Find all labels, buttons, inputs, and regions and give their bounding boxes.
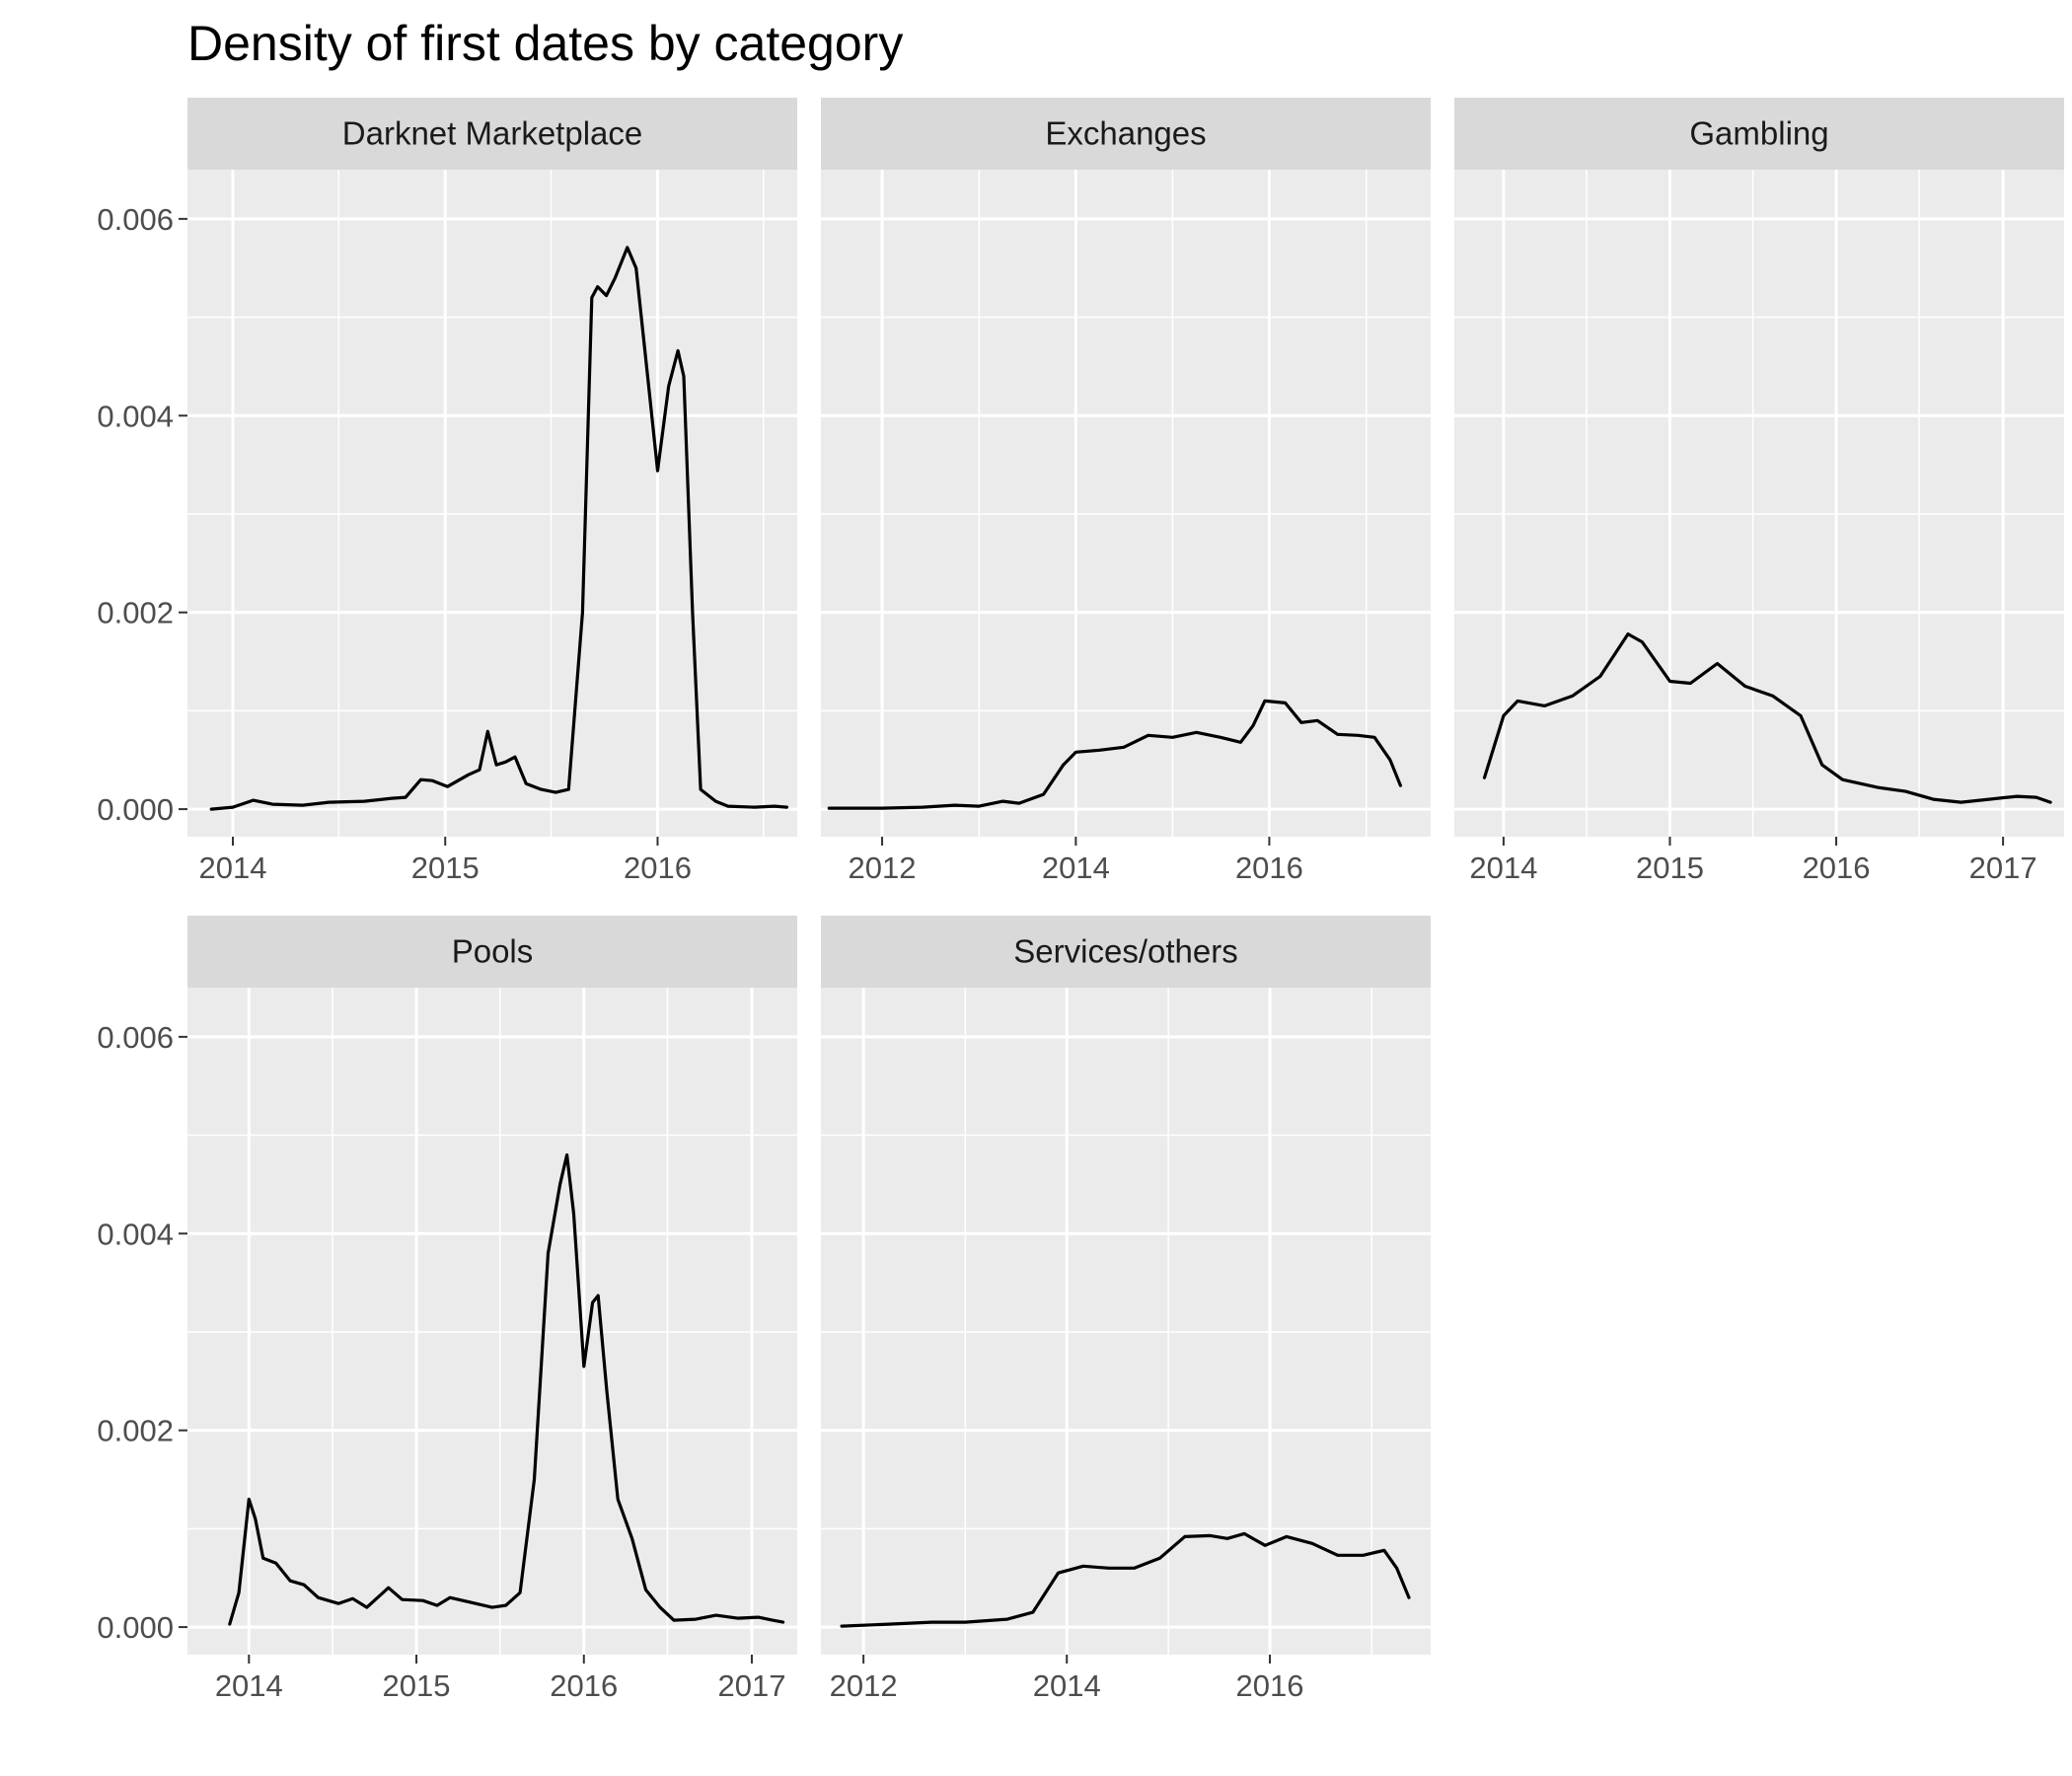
strip-background: [821, 98, 1431, 170]
strip-label: Services/others: [1013, 933, 1237, 970]
density-line-pools: [228, 1152, 785, 1626]
strip-background: [1454, 98, 2064, 170]
chart-title: Density of first dates by category: [187, 16, 903, 71]
panel-pools: Pools 2014 2015 2016 2017 0.000 0.002 0.004 0.00…: [97, 916, 797, 1703]
panel-exchanges: Exchanges 2012 2014 2016: [821, 98, 1431, 885]
x-tick-label: 2014: [1469, 851, 1537, 885]
density-line-exchanges: [827, 699, 1402, 810]
x-tick-label: 2015: [383, 1668, 451, 1703]
panel-background: [187, 170, 797, 837]
x-tick-label: 2016: [550, 1668, 618, 1703]
x-tick-label: 2016: [1236, 1668, 1304, 1703]
y-tick-label: 0.006: [97, 1020, 174, 1055]
x-tick-label: 2014: [1042, 851, 1110, 885]
panel-background: [187, 988, 797, 1655]
x-tick-label: 2016: [624, 851, 692, 885]
x-tick-label: 2016: [1235, 851, 1303, 885]
y-tick-label: 0.000: [97, 1610, 174, 1645]
strip-background: [187, 98, 797, 170]
strip-label: Pools: [452, 933, 534, 970]
x-tick-label: 2014: [1033, 1668, 1101, 1703]
y-tick-label: 0.004: [97, 399, 174, 433]
density-line-gambling: [1482, 632, 2052, 804]
x-tick-label: 2014: [199, 851, 267, 885]
panel-services-others: Services/others 2012 2014 2016: [821, 916, 1431, 1703]
density-line-services-others: [840, 1531, 1411, 1628]
x-tick-label: 2016: [1803, 851, 1871, 885]
strip-label: Gambling: [1689, 115, 1828, 152]
x-tick-label: 2017: [1969, 851, 2037, 885]
x-tick-label: 2012: [830, 1668, 898, 1703]
x-tick-label: 2012: [849, 851, 917, 885]
panel-background: [1454, 170, 2064, 837]
panel-gambling: Gambling 2014 2015 2016 2017: [1454, 98, 2064, 885]
strip-background: [187, 916, 797, 988]
x-tick-label: 2015: [1636, 851, 1704, 885]
density-line-darknet-marketplace: [209, 246, 788, 811]
y-tick-label: 0.002: [97, 596, 174, 630]
x-tick-label: 2014: [215, 1668, 283, 1703]
y-tick-label: 0.000: [97, 792, 174, 827]
x-tick-label: 2015: [411, 851, 480, 885]
panel-background: [821, 170, 1431, 837]
y-tick-label: 0.006: [97, 202, 174, 237]
x-tick-label: 2017: [717, 1668, 785, 1703]
strip-label: Darknet Marketplace: [342, 115, 642, 152]
strip-background: [821, 916, 1431, 988]
panel-background: [821, 988, 1431, 1655]
panel-darknet-marketplace: Darknet Marketplace 2014 2015 2016 0.000 0.00…: [97, 98, 797, 885]
strip-label: Exchanges: [1045, 115, 1206, 152]
facet-panels: Darknet Marketplace 2014 2015 2016 0.000 0.00…: [97, 98, 2064, 1703]
y-tick-label: 0.004: [97, 1217, 174, 1251]
y-tick-label: 0.002: [97, 1414, 174, 1448]
